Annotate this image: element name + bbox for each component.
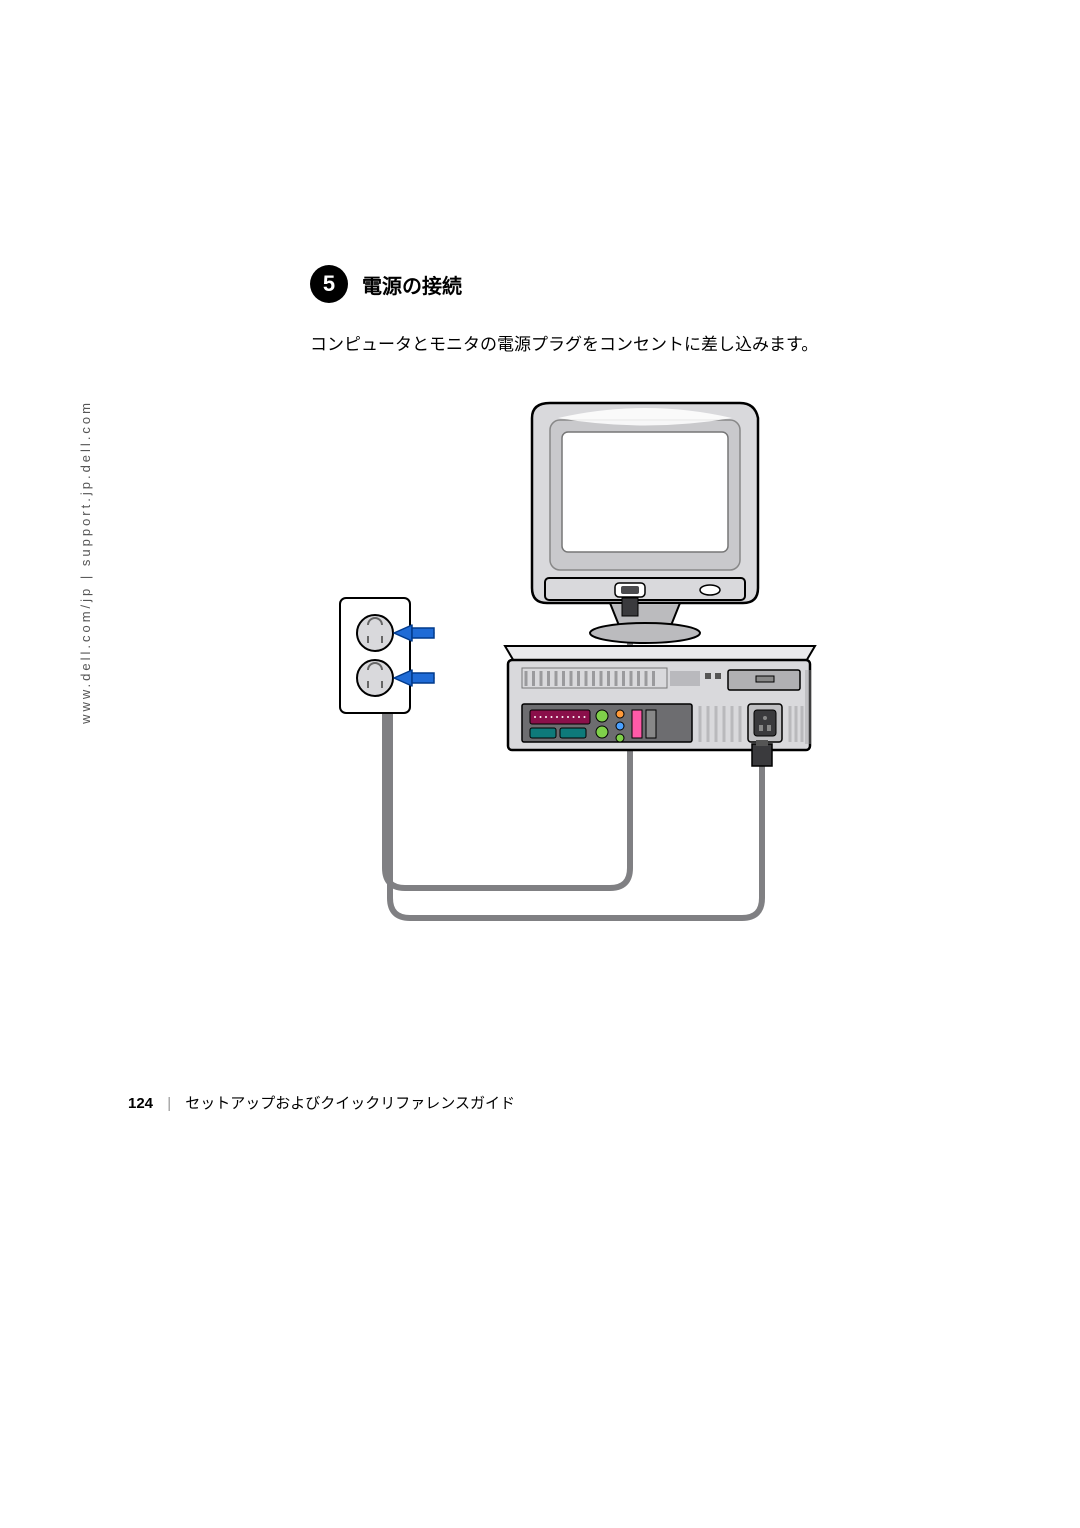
step-number-badge: 5 xyxy=(310,265,348,303)
step-header: 5 電源の接続 xyxy=(310,265,930,303)
step-title: 電源の接続 xyxy=(362,270,462,299)
page-number: 124 xyxy=(128,1095,153,1112)
step-content: 5 電源の接続 コンピュータとモニタの電源プラグをコンセントに差し込みます。 xyxy=(310,265,930,933)
footer-separator: | xyxy=(167,1095,171,1112)
page-footer: 124 | セットアップおよびクイックリファレンスガイド xyxy=(128,1092,515,1113)
step-description: コンピュータとモニタの電源プラグをコンセントに差し込みます。 xyxy=(310,331,930,358)
sidebar-url: www.dell.com/jp | support.jp.dell.com xyxy=(78,400,93,724)
doc-title: セットアップおよびクイックリファレンスガイド xyxy=(185,1095,515,1112)
power-connection-diagram xyxy=(310,388,870,928)
